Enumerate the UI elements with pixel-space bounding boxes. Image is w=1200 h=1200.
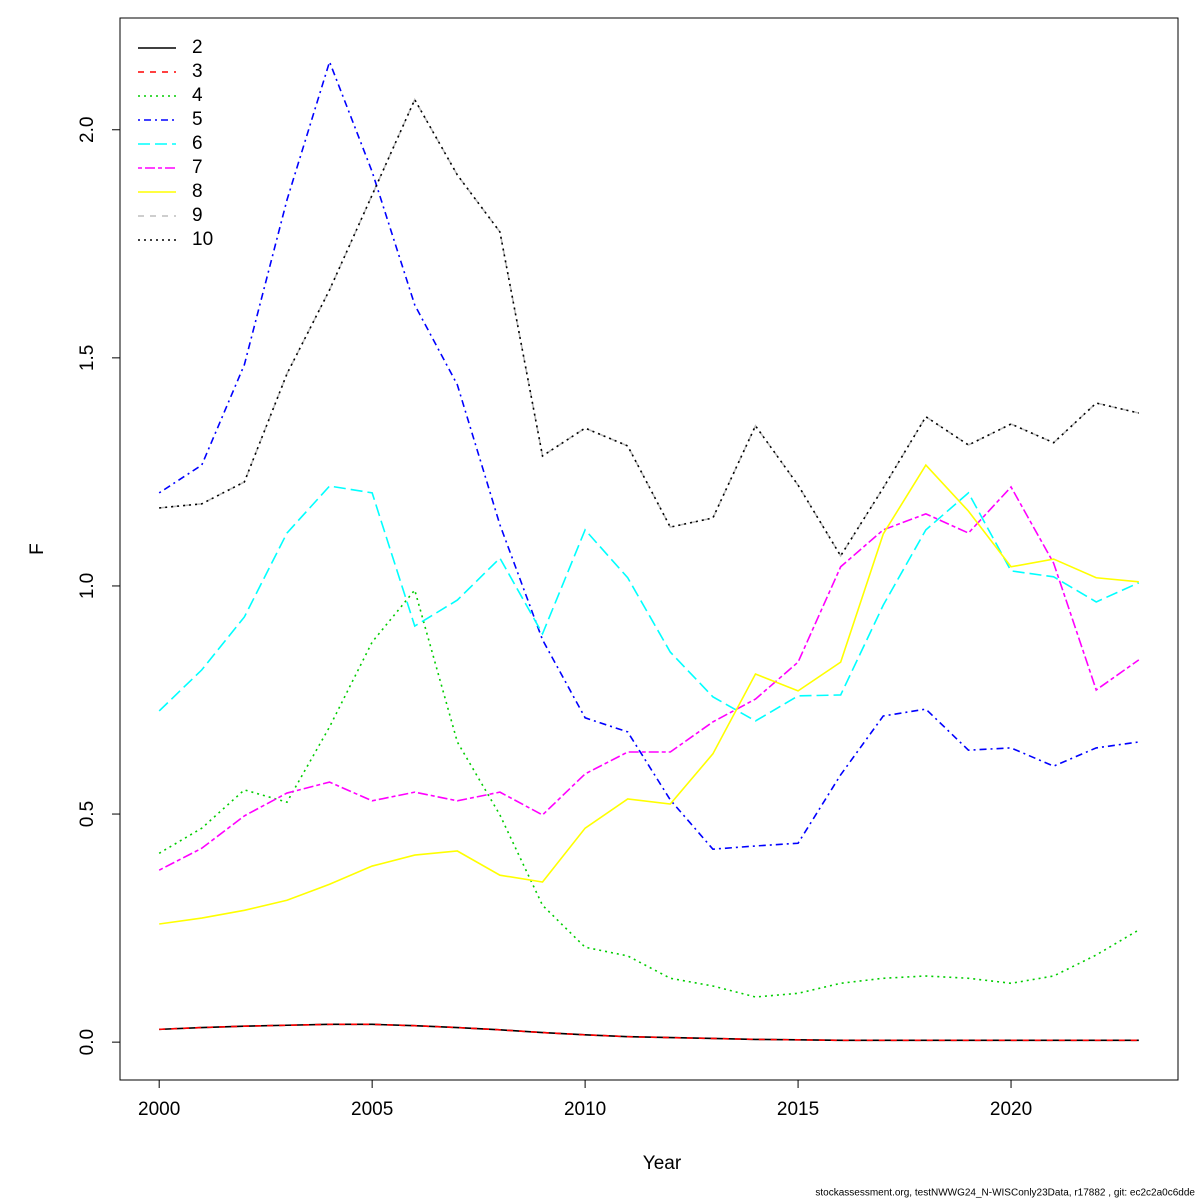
legend-label: 5 xyxy=(192,109,203,130)
legend-label: 10 xyxy=(192,229,213,250)
plot-frame xyxy=(119,17,1179,1081)
footer: stockassessment.org, testNWWG24_N-WISCon… xyxy=(815,1188,1195,1199)
y-axis-label: F xyxy=(27,543,48,555)
series-line xyxy=(158,59,1139,850)
legend-label: 9 xyxy=(192,205,203,226)
legend-label: 6 xyxy=(192,133,203,154)
legend-label: 4 xyxy=(192,85,203,106)
legend-label: 7 xyxy=(192,157,203,178)
series-line xyxy=(158,485,1140,722)
y-tick-label: 1.0 xyxy=(77,573,98,599)
y-tick-label: 0.5 xyxy=(77,801,98,827)
x-tick-label: 2020 xyxy=(990,1099,1032,1120)
y-tick-label: 1.5 xyxy=(77,345,98,371)
series-line xyxy=(159,463,1139,925)
x-tick-label: 2005 xyxy=(351,1099,393,1120)
legend-label: 3 xyxy=(192,61,203,82)
x-axis-label: Year xyxy=(643,1153,682,1174)
x-tick-label: 2000 xyxy=(138,1099,180,1120)
series-line xyxy=(159,97,1139,558)
x-tick-label: 2010 xyxy=(564,1099,606,1120)
y-tick-label: 2.0 xyxy=(77,117,98,143)
legend-label: 8 xyxy=(192,181,203,202)
series-line xyxy=(159,97,1139,558)
x-tick-label: 2015 xyxy=(777,1099,819,1120)
y-tick-label: 0.0 xyxy=(77,1029,98,1055)
series-line xyxy=(158,485,1140,871)
series-line xyxy=(159,1023,1139,1042)
legend-label: 2 xyxy=(192,37,203,58)
series-line xyxy=(159,1023,1139,1042)
series-line xyxy=(158,588,1140,998)
